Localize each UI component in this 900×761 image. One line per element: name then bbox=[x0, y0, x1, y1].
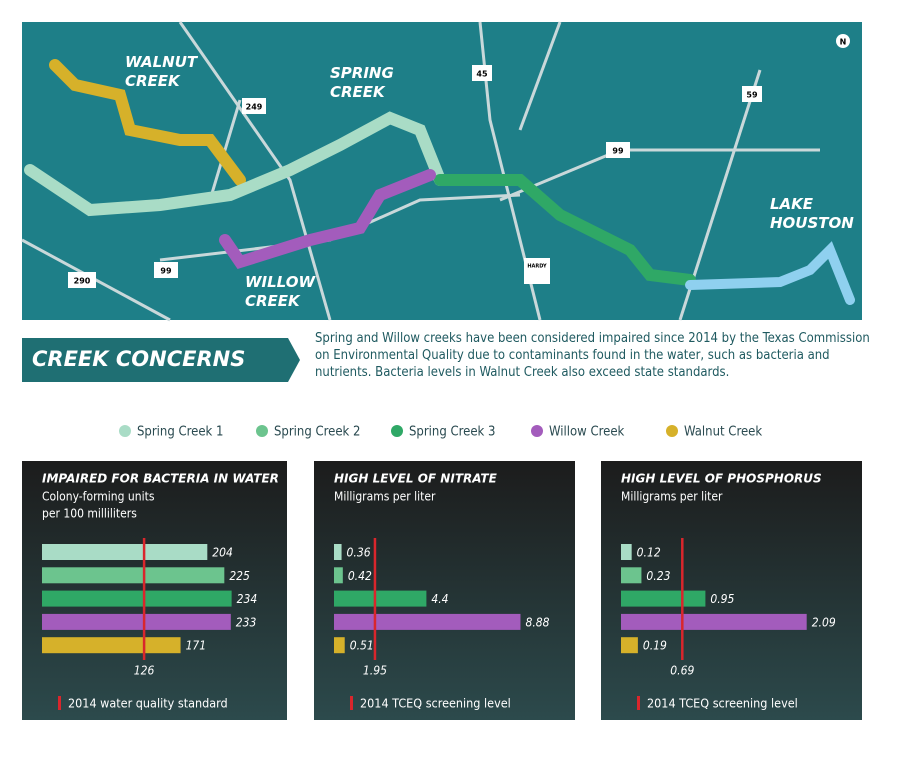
spring-creek-lower bbox=[434, 174, 696, 286]
banner-shape bbox=[22, 338, 300, 382]
value-label: 0.36 bbox=[347, 546, 371, 560]
banner-text-box: Spring and Willow creeks have been consi… bbox=[315, 331, 870, 380]
walnut-creek bbox=[49, 59, 246, 186]
reference-label: 2014 water quality standard bbox=[68, 696, 228, 711]
value-label: 233 bbox=[236, 615, 257, 629]
bar bbox=[334, 613, 521, 630]
legend-label: Walnut Creek bbox=[684, 425, 762, 440]
willow-creek bbox=[219, 169, 436, 270]
chart-subtitle: Colony-forming units bbox=[42, 490, 155, 504]
legend-label: Willow Creek bbox=[549, 425, 625, 440]
shield: 249 bbox=[246, 103, 263, 112]
map-label: WALNUT CREEK bbox=[125, 53, 199, 90]
legend-swatch bbox=[666, 425, 678, 437]
value-label: 2.09 bbox=[812, 615, 836, 629]
bar bbox=[334, 590, 427, 607]
reference-key bbox=[350, 696, 353, 710]
legend-label: Spring Creek 1 bbox=[137, 425, 223, 440]
legend-swatch bbox=[256, 425, 268, 437]
highway-shields: 249 45 59 99 99 290 HARDY N bbox=[68, 34, 850, 288]
bar bbox=[334, 567, 343, 584]
chart-subtitle: Milligrams per liter bbox=[621, 490, 723, 504]
value-label: 0.23 bbox=[646, 569, 670, 583]
chart-title: IMPAIRED FOR BACTERIA IN WATER bbox=[42, 472, 279, 486]
lake-houston bbox=[685, 241, 855, 305]
spring-creek bbox=[24, 111, 446, 217]
bar bbox=[42, 637, 181, 654]
chart-panel bbox=[601, 461, 862, 720]
shield: 290 bbox=[74, 277, 91, 286]
value-label: 8.88 bbox=[525, 615, 549, 629]
value-label: 171 bbox=[186, 639, 207, 653]
banner-title: CREEK CONCERNS bbox=[32, 347, 245, 371]
bar bbox=[621, 637, 638, 654]
shield: HARDY bbox=[527, 264, 547, 270]
charts: IMPAIRED FOR BACTERIA IN WATER Colony-for… bbox=[22, 461, 862, 720]
reference-label: 2014 TCEQ screening level bbox=[647, 696, 798, 711]
map-label: LAKE HOUSTON bbox=[770, 195, 854, 232]
bar bbox=[334, 544, 342, 560]
value-label: 0.51 bbox=[350, 639, 374, 653]
shield: 59 bbox=[746, 91, 758, 100]
reference-value: 126 bbox=[134, 664, 155, 678]
reference-value: 0.69 bbox=[670, 664, 694, 678]
value-label: 0.12 bbox=[637, 546, 661, 560]
bar bbox=[621, 613, 807, 630]
legend-swatch bbox=[531, 425, 543, 437]
compass: N bbox=[840, 38, 847, 47]
bar bbox=[621, 567, 642, 584]
value-label: 0.95 bbox=[710, 592, 734, 606]
bar bbox=[621, 590, 706, 607]
value-label: 0.19 bbox=[643, 639, 667, 653]
map-label: SPRING CREEK bbox=[330, 64, 394, 101]
shield: 99 bbox=[160, 267, 172, 276]
legend: Spring Creek 1 Spring Creek 2 Spring Creek… bbox=[119, 425, 762, 440]
shield: 45 bbox=[476, 70, 488, 79]
bar bbox=[42, 613, 231, 630]
legend-swatch bbox=[391, 425, 403, 437]
bar bbox=[621, 544, 632, 560]
value-label: 225 bbox=[229, 569, 250, 583]
value-label: 234 bbox=[237, 592, 258, 606]
reference-key bbox=[58, 696, 61, 710]
chart-subtitle: Milligrams per liter bbox=[334, 490, 436, 504]
banner-text: Spring and Willow creeks have been consi… bbox=[315, 331, 870, 380]
reference-key bbox=[637, 696, 640, 710]
bar bbox=[42, 590, 232, 607]
chart-panel bbox=[22, 461, 287, 720]
legend-label: Spring Creek 2 bbox=[274, 425, 360, 440]
legend-label: Spring Creek 3 bbox=[409, 425, 495, 440]
value-label: 4.4 bbox=[431, 592, 448, 606]
bar bbox=[334, 637, 345, 654]
chart-panel bbox=[314, 461, 575, 720]
chart-title: HIGH LEVEL OF NITRATE bbox=[334, 472, 498, 486]
chart-title: HIGH LEVEL OF PHOSPHORUS bbox=[621, 472, 822, 486]
shield: 99 bbox=[612, 147, 624, 156]
legend-swatch bbox=[119, 425, 131, 437]
value-label: 204 bbox=[212, 546, 233, 560]
chart-subtitle: per 100 milliliters bbox=[42, 507, 137, 521]
reference-label: 2014 TCEQ screening level bbox=[360, 696, 511, 711]
bar bbox=[42, 544, 208, 560]
map: WALNUT CREEK SPRING CREEK WILLOW CREEK LAKE… bbox=[21, 21, 862, 322]
reference-value: 1.95 bbox=[363, 664, 387, 678]
value-label: 0.42 bbox=[348, 569, 372, 583]
map-label: WILLOW CREEK bbox=[245, 273, 316, 310]
bar bbox=[42, 567, 225, 584]
